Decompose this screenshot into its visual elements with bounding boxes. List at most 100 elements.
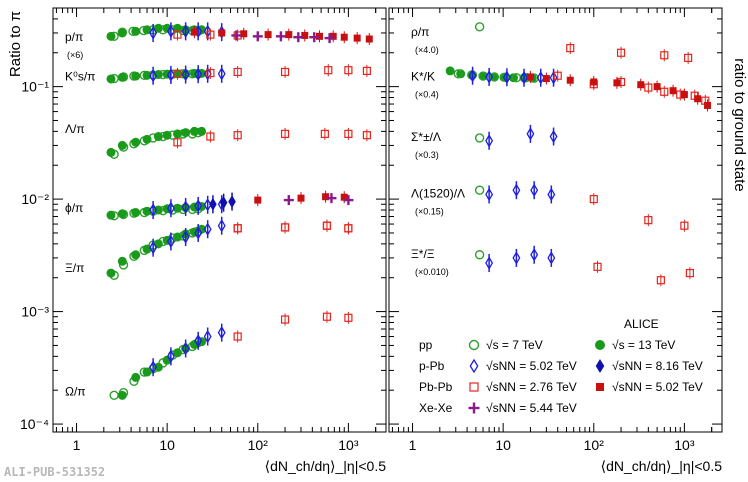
data-point <box>203 67 212 81</box>
data-point <box>181 128 191 138</box>
data-point <box>131 372 141 382</box>
right-panel-marks <box>445 22 712 287</box>
data-point <box>173 138 182 147</box>
data-point <box>162 130 172 140</box>
data-point <box>194 226 203 240</box>
data-point <box>309 32 320 43</box>
data-point <box>445 66 455 76</box>
data-point <box>280 315 290 324</box>
data-point <box>142 134 152 144</box>
series-PbPb_276 <box>593 260 694 287</box>
data-point <box>526 127 535 141</box>
data-point <box>613 79 621 87</box>
data-point <box>117 28 127 38</box>
series-pPb_502 <box>149 195 226 220</box>
legend-marker <box>596 383 604 391</box>
ratio-label: K*/K <box>411 70 435 84</box>
data-point <box>142 367 152 377</box>
data-point <box>283 195 294 206</box>
left-x-axis-title: ⟨dN_ch/dη⟩_|η|<0.5 <box>265 458 387 474</box>
data-point <box>106 147 116 157</box>
series-pPb_502 <box>485 245 556 273</box>
data-point <box>669 87 677 95</box>
data-point <box>117 390 127 400</box>
data-point <box>644 83 653 92</box>
data-point <box>166 68 175 82</box>
ratio-label: ρ/π <box>411 25 429 39</box>
left-panel-axes: 1 10 10² 10³ 10⁻¹ 10⁻² 10⁻³ 10⁻⁴ p/π (×6) K⁰s/π Λ/π… <box>20 7 386 453</box>
data-point <box>203 24 212 39</box>
ratio-label: Σ*±/Λ <box>411 130 441 144</box>
legend-entry-label: √sNN = 5.02 TeV <box>486 359 577 373</box>
data-point <box>553 71 562 80</box>
data-point <box>322 193 330 201</box>
data-point <box>489 72 500 82</box>
data-point <box>365 35 373 43</box>
data-point <box>131 137 141 147</box>
data-point <box>353 34 361 42</box>
data-point <box>203 198 212 212</box>
data-point <box>362 66 371 75</box>
series-pPb_502 <box>149 323 226 377</box>
series-pPb_502 <box>149 216 226 257</box>
data-point <box>293 32 304 43</box>
data-point <box>453 69 464 79</box>
x-tick-label: 1 <box>409 437 417 453</box>
data-point <box>474 250 485 260</box>
data-point <box>530 183 539 197</box>
data-point <box>231 30 242 41</box>
series-pPb_502 <box>485 124 558 150</box>
data-point <box>264 31 272 39</box>
data-point <box>217 218 226 233</box>
data-point <box>219 196 228 210</box>
legend-entry-label: √sNN = 8.16 TeV <box>612 359 703 373</box>
data-point <box>117 256 127 266</box>
data-point <box>117 72 127 82</box>
data-point <box>340 33 348 41</box>
data-point <box>344 313 353 322</box>
ratio-label: Ξ/π <box>65 261 84 275</box>
data-point <box>320 129 329 138</box>
data-point <box>166 24 175 39</box>
left-panel: 1 10 10² 10³ 10⁻¹ 10⁻² 10⁻³ 10⁻⁴ p/π (×6) K⁰s/π Λ/π… <box>7 7 387 474</box>
data-point <box>500 72 510 83</box>
data-point <box>343 195 354 206</box>
data-point <box>637 81 645 89</box>
data-point <box>106 31 116 41</box>
data-point <box>644 216 653 225</box>
legend-entry-label: √sNN = 5.02 TeV <box>612 380 703 394</box>
data-point <box>474 133 485 143</box>
legend-entry-pp_13: √s = 13 TeV <box>595 338 675 352</box>
data-point <box>685 268 694 278</box>
data-point <box>142 206 152 216</box>
x-tick-label: 10² <box>248 437 269 453</box>
left-panel-marks <box>106 22 373 401</box>
data-point <box>684 53 693 63</box>
series-pPb_502 <box>485 181 556 204</box>
data-point <box>593 262 602 271</box>
ratio-label: p/π <box>65 30 83 44</box>
data-point <box>468 68 477 83</box>
y-tick-label: 10⁻¹ <box>21 79 49 95</box>
series-XeXe_544 <box>283 193 354 206</box>
data-point <box>173 30 182 39</box>
data-point <box>680 91 688 99</box>
data-point <box>153 362 163 372</box>
data-point <box>589 195 598 204</box>
series-PbPb_276 <box>233 219 353 235</box>
legend: ALICE pp √s = 7 TeV √s = 13 TeV p-Pb √sNN = … <box>419 317 703 415</box>
data-point <box>203 329 212 344</box>
legend-marker <box>468 402 480 414</box>
legend-entry-label: √sNN = 5.44 TeV <box>486 401 577 415</box>
data-point <box>131 208 141 218</box>
series-pp_7 <box>474 133 485 143</box>
ratio-scale-label: (×4.0) <box>415 45 439 55</box>
series-PbPb_502 <box>190 26 373 46</box>
legend-entry-pPb_816: √sNN = 8.16 TeV <box>595 359 703 373</box>
data-point <box>324 33 335 44</box>
x-tick-label: 10³ <box>674 437 695 453</box>
data-point <box>301 31 309 39</box>
x-tick-label: 10³ <box>338 437 359 453</box>
data-point <box>362 131 371 140</box>
